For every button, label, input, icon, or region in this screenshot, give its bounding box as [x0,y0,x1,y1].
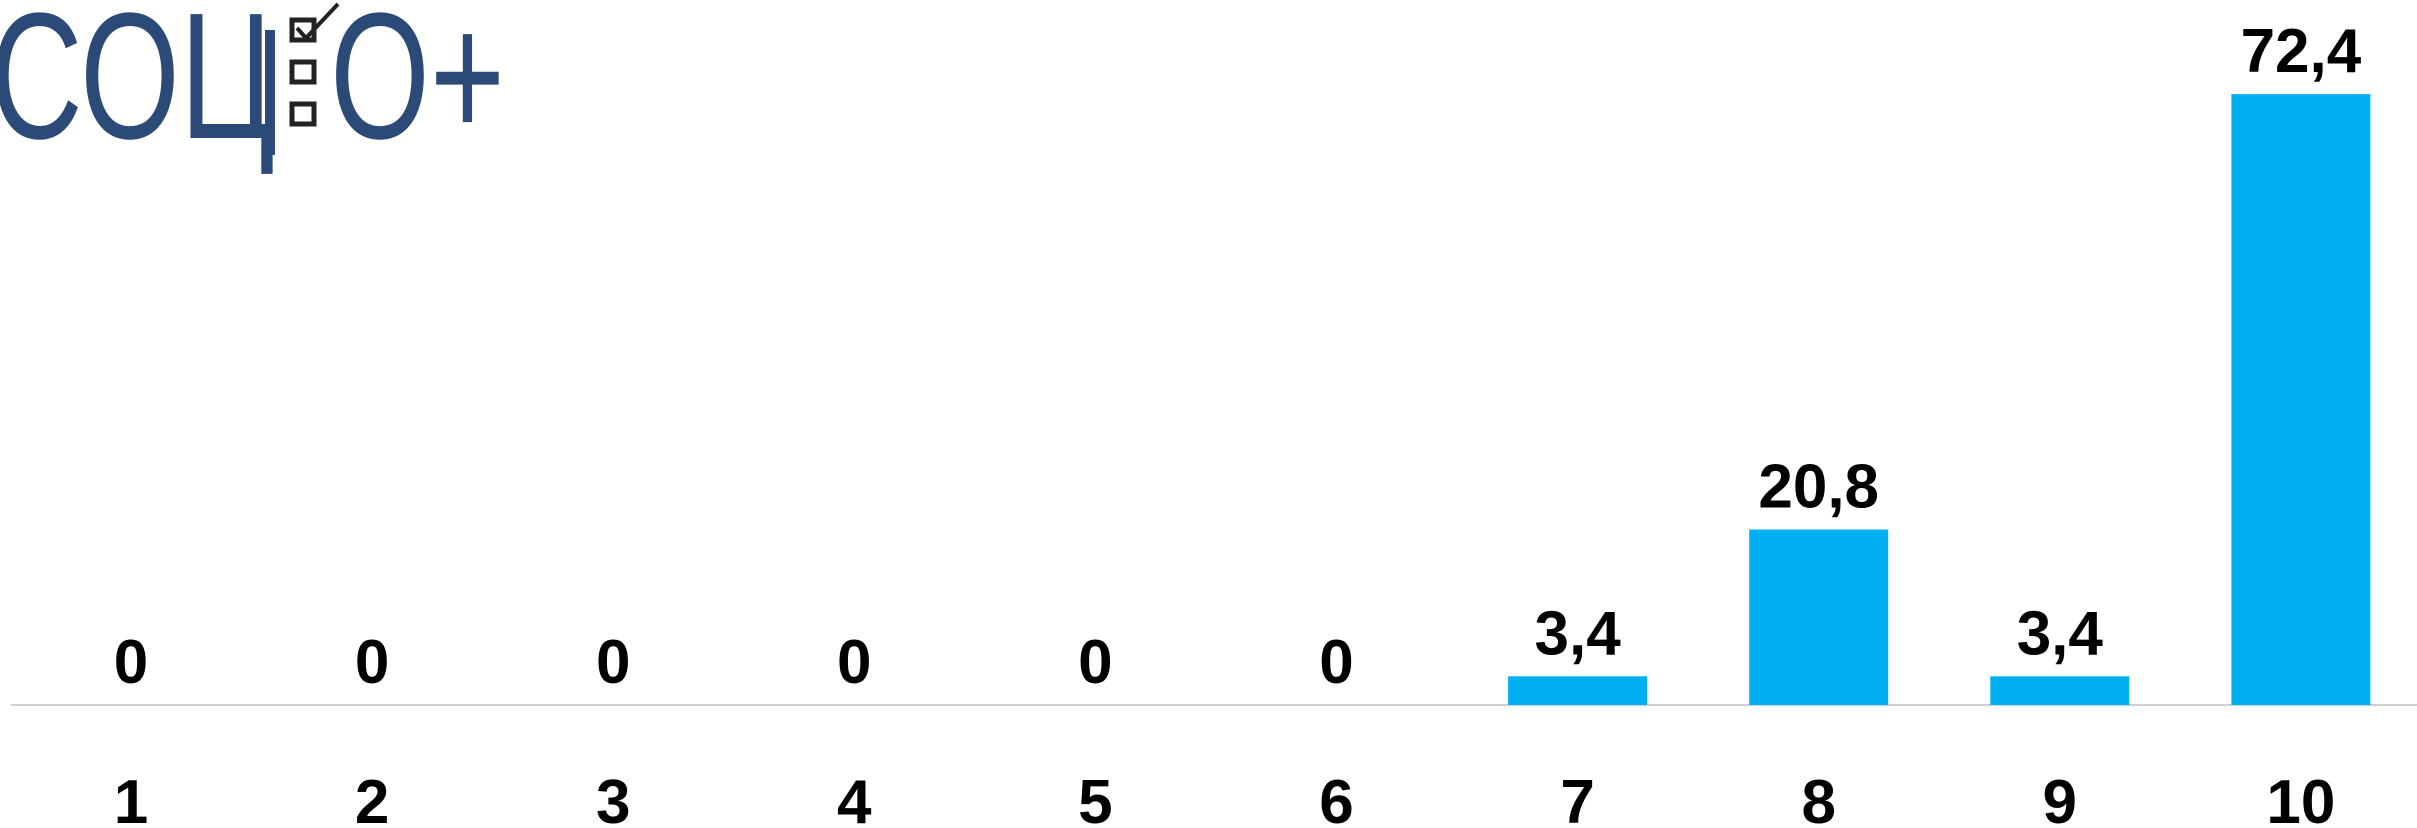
value-label: 0 [1078,628,1112,697]
x-tick-label: 10 [2266,768,2335,828]
logo-text: СОЦ [0,0,275,177]
value-label: 0 [1319,628,1353,697]
x-tick-label: 5 [1078,768,1112,828]
value-label: 20,8 [1758,453,1879,522]
logo-icon [265,2,340,155]
bar [1749,529,1889,705]
x-tick-label: 7 [1560,768,1594,828]
x-tick-label: 8 [1801,768,1835,828]
x-tick-label: 4 [837,768,872,828]
value-label: 0 [355,628,389,697]
logo-text: О+ [330,0,505,177]
value-label: 0 [837,628,871,697]
value-label: 72,4 [2241,17,2362,86]
value-label: 0 [114,628,148,697]
x-tick-label: 2 [355,768,389,828]
value-label: 3,4 [1534,599,1621,668]
bar [1990,676,2130,705]
bar [1508,676,1648,705]
x-tick-label: 1 [114,768,148,828]
value-label: 3,4 [2017,599,2104,668]
value-label: 0 [596,628,630,697]
x-tick-label: 9 [2043,768,2077,828]
bar [2231,94,2371,705]
x-tick-label: 6 [1319,768,1353,828]
x-tick-label: 3 [596,768,630,828]
